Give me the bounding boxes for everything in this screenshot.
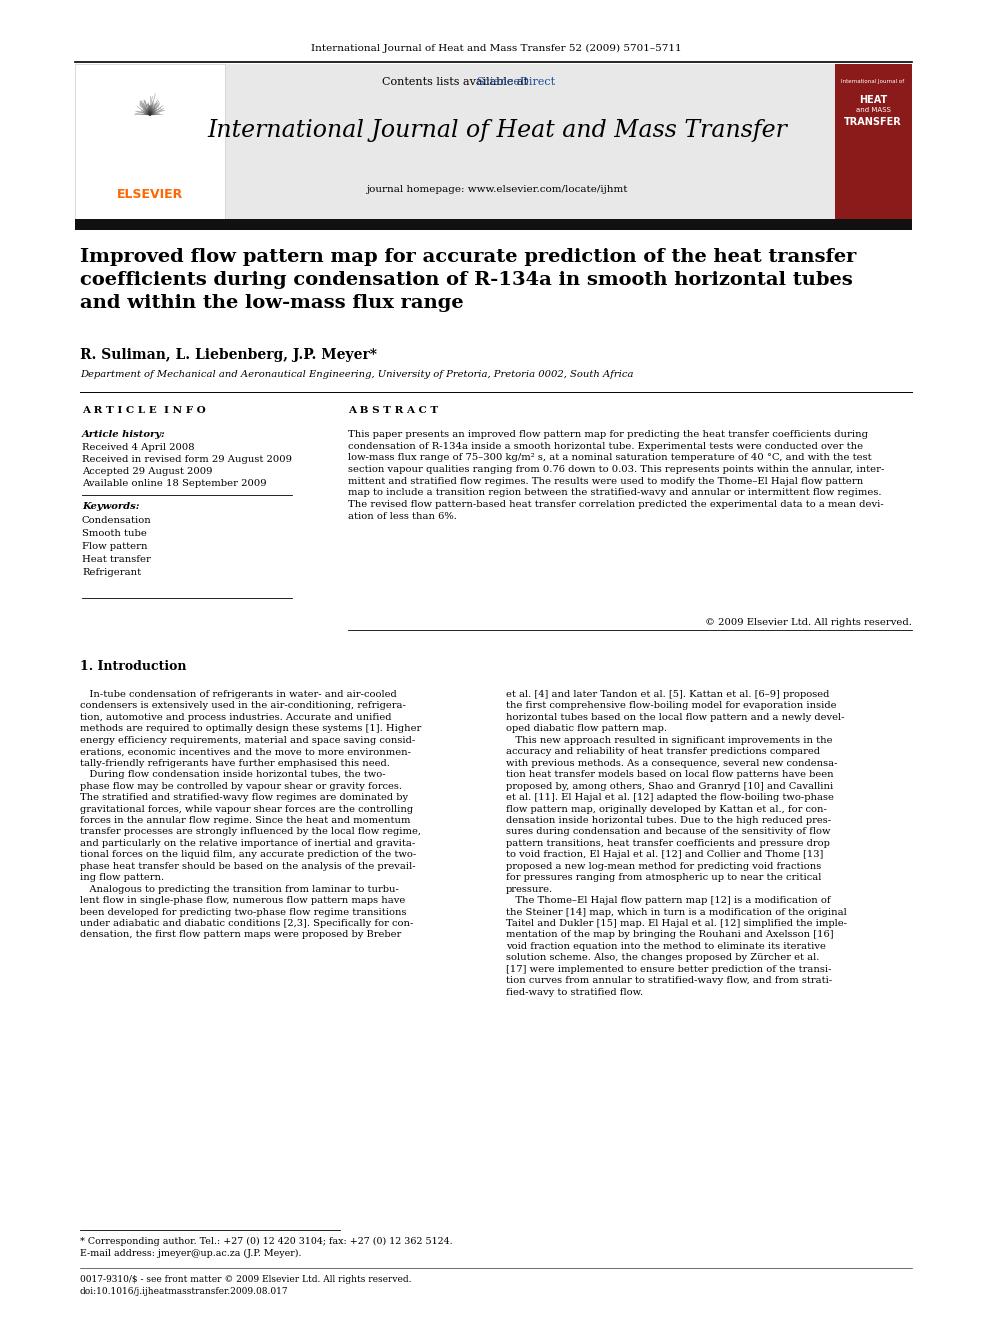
Text: ScienceDirect: ScienceDirect bbox=[476, 77, 556, 87]
Text: International Journal of Heat and Mass Transfer 52 (2009) 5701–5711: International Journal of Heat and Mass T… bbox=[310, 44, 682, 53]
Text: This paper presents an improved flow pattern map for predicting the heat transfe: This paper presents an improved flow pat… bbox=[348, 430, 885, 521]
Text: Contents lists available at: Contents lists available at bbox=[382, 77, 532, 87]
Text: A R T I C L E  I N F O: A R T I C L E I N F O bbox=[82, 406, 205, 415]
Text: Received in revised form 29 August 2009: Received in revised form 29 August 2009 bbox=[82, 455, 292, 464]
Text: 1. Introduction: 1. Introduction bbox=[80, 660, 186, 673]
Text: et al. [4] and later Tandon et al. [5]. Kattan et al. [6–9] proposed
the first c: et al. [4] and later Tandon et al. [5]. … bbox=[506, 691, 847, 996]
Bar bbox=[75, 64, 225, 220]
Bar bbox=[835, 64, 912, 220]
Text: HEAT: HEAT bbox=[859, 95, 887, 105]
Text: International Journal of: International Journal of bbox=[841, 79, 905, 85]
Text: Available online 18 September 2009: Available online 18 September 2009 bbox=[82, 479, 267, 488]
Text: R. Suliman, L. Liebenberg, J.P. Meyer*: R. Suliman, L. Liebenberg, J.P. Meyer* bbox=[80, 348, 377, 363]
Text: © 2009 Elsevier Ltd. All rights reserved.: © 2009 Elsevier Ltd. All rights reserved… bbox=[705, 618, 912, 627]
Text: 0017-9310/$ - see front matter © 2009 Elsevier Ltd. All rights reserved.: 0017-9310/$ - see front matter © 2009 El… bbox=[80, 1275, 412, 1285]
Text: Keywords:: Keywords: bbox=[82, 501, 140, 511]
Text: Department of Mechanical and Aeronautical Engineering, University of Pretoria, P: Department of Mechanical and Aeronautica… bbox=[80, 370, 634, 378]
Text: In-tube condensation of refrigerants in water- and air-cooled
condensers is exte: In-tube condensation of refrigerants in … bbox=[80, 691, 422, 939]
Bar bbox=[75, 220, 912, 230]
Text: and MASS: and MASS bbox=[855, 107, 891, 112]
Text: International Journal of Heat and Mass Transfer: International Journal of Heat and Mass T… bbox=[207, 119, 787, 142]
Text: Improved flow pattern map for accurate prediction of the heat transfer
coefficie: Improved flow pattern map for accurate p… bbox=[80, 247, 856, 312]
Text: Refrigerant: Refrigerant bbox=[82, 568, 141, 577]
Text: ELSEVIER: ELSEVIER bbox=[117, 188, 184, 201]
Text: Article history:: Article history: bbox=[82, 430, 166, 439]
Text: Accepted 29 August 2009: Accepted 29 August 2009 bbox=[82, 467, 212, 476]
Text: Heat transfer: Heat transfer bbox=[82, 556, 151, 564]
Bar bbox=[225, 64, 835, 220]
Text: Received 4 April 2008: Received 4 April 2008 bbox=[82, 443, 194, 452]
Text: doi:10.1016/j.ijheatmasstransfer.2009.08.017: doi:10.1016/j.ijheatmasstransfer.2009.08… bbox=[80, 1287, 289, 1297]
Text: Condensation: Condensation bbox=[82, 516, 152, 525]
Text: journal homepage: www.elsevier.com/locate/ijhmt: journal homepage: www.elsevier.com/locat… bbox=[366, 185, 628, 194]
Text: Smooth tube: Smooth tube bbox=[82, 529, 147, 538]
Text: * Corresponding author. Tel.: +27 (0) 12 420 3104; fax: +27 (0) 12 362 5124.: * Corresponding author. Tel.: +27 (0) 12… bbox=[80, 1237, 452, 1246]
Text: TRANSFER: TRANSFER bbox=[844, 116, 902, 127]
Text: E-mail address: jmeyer@up.ac.za (J.P. Meyer).: E-mail address: jmeyer@up.ac.za (J.P. Me… bbox=[80, 1249, 302, 1258]
Text: Flow pattern: Flow pattern bbox=[82, 542, 148, 550]
Text: A B S T R A C T: A B S T R A C T bbox=[348, 406, 438, 415]
